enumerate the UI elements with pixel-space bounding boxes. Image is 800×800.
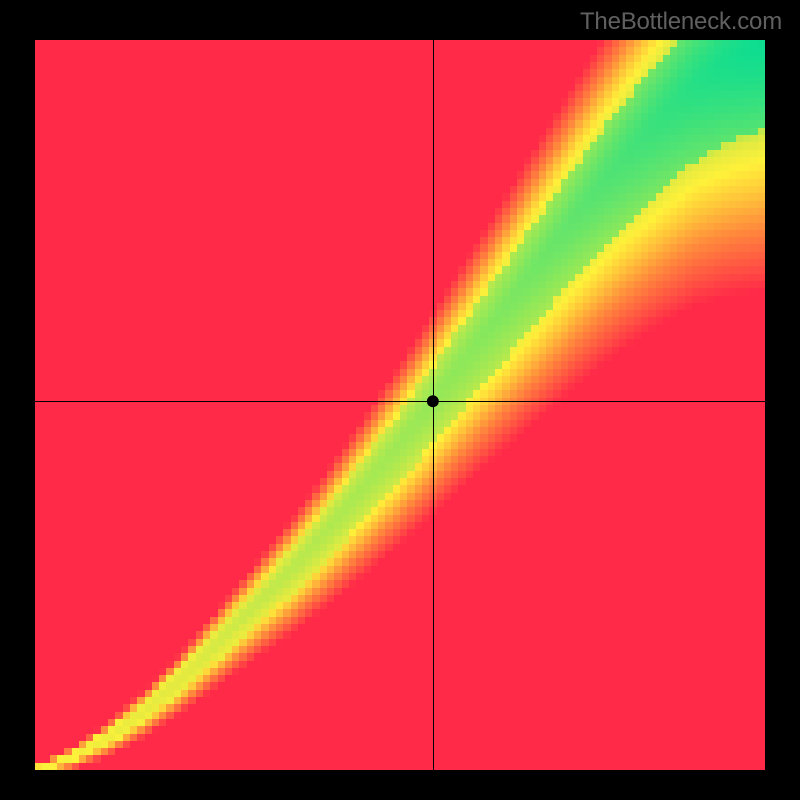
heatmap-canvas [35,40,765,770]
chart-container: TheBottleneck.com [0,0,800,800]
heatmap-plot [35,40,765,770]
watermark-text: TheBottleneck.com [580,8,782,36]
